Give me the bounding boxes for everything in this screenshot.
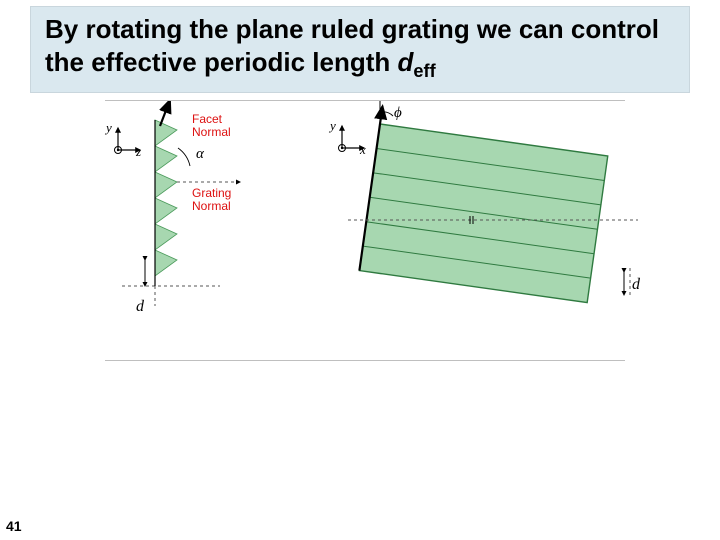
- title-main: By rotating the plane ruled grating we c…: [45, 14, 659, 77]
- grating-normal-label-2: Normal: [192, 199, 231, 213]
- d-label-left: d: [136, 298, 144, 316]
- title-d: d: [398, 47, 414, 77]
- title-eff: eff: [413, 61, 435, 81]
- facet-normal-label-1: Facet: [192, 112, 222, 126]
- alpha-arc: [178, 148, 190, 166]
- divider-bottom: [105, 360, 625, 361]
- x2-label: x: [360, 142, 366, 158]
- d-label-right: d: [632, 276, 640, 294]
- page-title: By rotating the plane ruled grating we c…: [45, 13, 675, 82]
- phi-label: ϕ: [394, 105, 402, 122]
- slide-number: 41: [6, 518, 22, 534]
- grating-right: [359, 106, 610, 302]
- grating-normal-label-1: Grating: [192, 186, 231, 200]
- divider-top: [105, 100, 625, 101]
- alpha-label: α: [196, 146, 204, 163]
- y2-label: y: [330, 118, 336, 134]
- diagram-svg: [100, 100, 650, 400]
- figure-area: Facet Normal α Grating Normal d y z ϕ y …: [100, 100, 650, 400]
- phi-arc: [381, 112, 393, 116]
- z1-label: z: [136, 144, 141, 160]
- facet-normal-label-2: Normal: [192, 125, 231, 139]
- facet-normal-arrow: [160, 100, 170, 126]
- title-box: By rotating the plane ruled grating we c…: [30, 6, 690, 93]
- grating-left: [155, 120, 177, 276]
- y1-label: y: [106, 120, 112, 136]
